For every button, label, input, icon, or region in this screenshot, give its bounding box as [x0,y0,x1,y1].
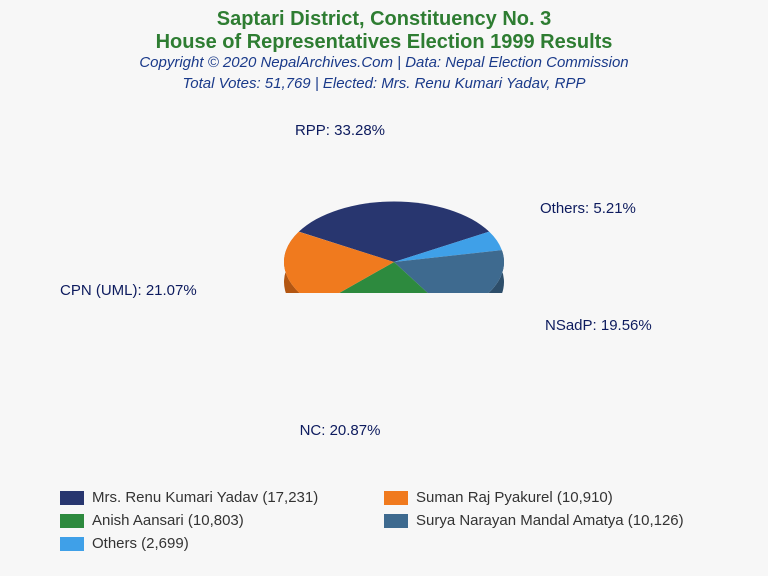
legend-swatch [384,514,408,528]
slice-label-nc: NC: 20.87% [300,422,381,439]
pie-wrap [284,152,504,298]
legend-item: Mrs. Renu Kumari Yadav (17,231) [60,489,384,506]
legend-label: Anish Aansari (10,803) [92,512,244,529]
title-line2: House of Representatives Election 1999 R… [0,31,768,54]
legend-item: Anish Aansari (10,803) [60,512,384,529]
pie-svg [284,152,504,293]
slice-label-rpp: RPP: 33.28% [295,122,385,139]
legend-item: Others (2,699) [60,535,384,552]
slice-label-uml: CPN (UML): 21.07% [60,282,197,299]
subtitle-copyright: Copyright © 2020 NepalArchives.Com | Dat… [0,54,768,71]
legend: Mrs. Renu Kumari Yadav (17,231) Suman Raj… [60,489,708,558]
subtitle-summary: Total Votes: 51,769 | Elected: Mrs. Renu… [0,75,768,92]
slice-label-nsadp: NSadP: 19.56% [545,317,652,334]
legend-swatch [60,514,84,528]
legend-swatch [384,491,408,505]
title-line1: Saptari District, Constituency No. 3 [0,0,768,31]
pie-chart-area: RPP: 33.28% Others: 5.21% NSadP: 19.56% NC:… [0,92,768,452]
legend-item: Suman Raj Pyakurel (10,910) [384,489,708,506]
legend-label: Surya Narayan Mandal Amatya (10,126) [416,512,684,529]
chart-container: Saptari District, Constituency No. 3 Hou… [0,0,768,576]
legend-label: Suman Raj Pyakurel (10,910) [416,489,613,506]
legend-item: Surya Narayan Mandal Amatya (10,126) [384,512,708,529]
legend-swatch [60,491,84,505]
legend-swatch [60,537,84,551]
slice-label-others: Others: 5.21% [540,200,636,217]
legend-label: Others (2,699) [92,535,189,552]
legend-label: Mrs. Renu Kumari Yadav (17,231) [92,489,318,506]
